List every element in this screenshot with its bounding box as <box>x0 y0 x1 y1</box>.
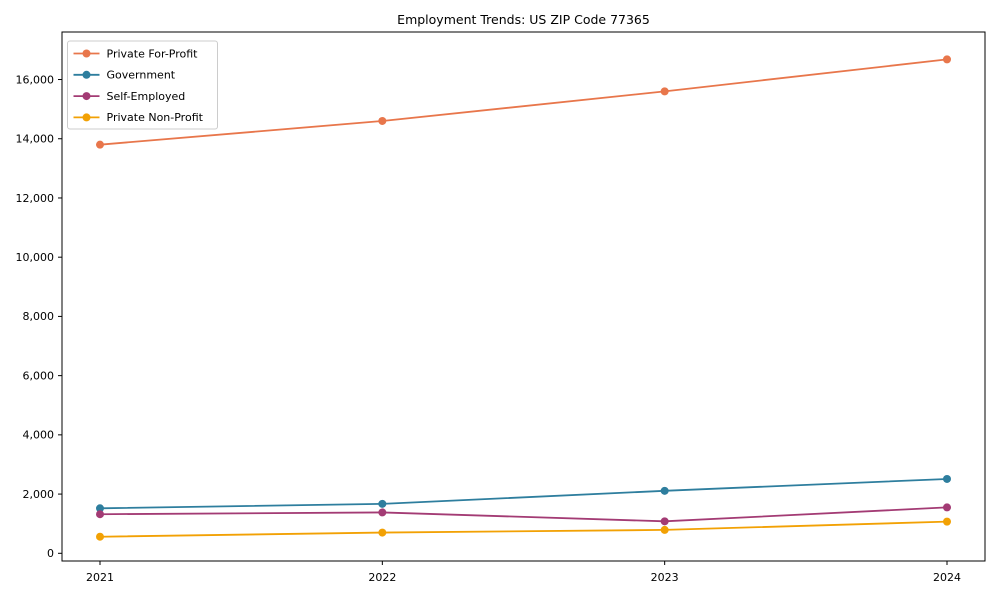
data-point-government-2024 <box>943 474 951 483</box>
legend-item-self-employed: Self-Employed <box>73 90 186 103</box>
data-point-private-non-profit-2021 <box>96 532 104 541</box>
data-point-private-for-profit-2023 <box>660 87 669 96</box>
legend-box <box>67 40 218 130</box>
data-point-government-2021 <box>96 504 104 513</box>
series-line-government <box>99 478 948 510</box>
y-axis-tick-label: 2,000 <box>23 488 55 501</box>
data-point-private-non-profit-2024 <box>943 517 951 526</box>
data-point-self-employed-2023 <box>660 517 669 526</box>
y-axis-tick-label: 0 <box>47 547 54 560</box>
data-point-government-2023 <box>660 486 669 495</box>
legend-item-government: Government <box>73 69 176 82</box>
legend-label: Self-Employed <box>107 90 186 103</box>
y-axis-tick-label: 4,000 <box>23 429 55 442</box>
y-axis-tick-label: 8,000 <box>23 310 55 323</box>
y-axis-tick-label: 12,000 <box>16 192 55 205</box>
x-axis-tick-label: 2022 <box>368 571 396 584</box>
legend-item-private-non-profit: Private Non-Profit <box>73 111 204 124</box>
series-line-self-employed <box>99 506 948 523</box>
y-axis-tick-label: 14,000 <box>16 133 55 146</box>
legend-swatch-marker <box>82 49 91 58</box>
legend-label: Private For-Profit <box>107 47 199 60</box>
legend-label: Government <box>107 69 176 82</box>
data-point-private-for-profit-2021 <box>96 140 104 149</box>
data-point-government-2022 <box>378 499 387 508</box>
data-point-private-non-profit-2023 <box>660 525 669 534</box>
chart-title: Employment Trends: US ZIP Code 77365 <box>397 12 650 27</box>
y-axis-tick-label: 10,000 <box>16 251 55 264</box>
legend-item-private-for-profit: Private For-Profit <box>73 47 199 60</box>
data-point-self-employed-2021 <box>96 510 104 519</box>
x-axis-tick-label: 2021 <box>86 571 114 584</box>
y-axis-tick-label: 16,000 <box>16 73 55 86</box>
series-line-private-for-profit <box>99 58 948 146</box>
x-axis-tick-label: 2024 <box>933 571 961 584</box>
data-point-private-for-profit-2022 <box>378 116 387 125</box>
data-point-private-for-profit-2024 <box>943 55 951 64</box>
data-point-self-employed-2024 <box>943 503 951 512</box>
legend-swatch-marker <box>82 70 91 79</box>
legend-swatch-marker <box>82 92 91 101</box>
data-point-private-non-profit-2022 <box>378 528 387 537</box>
y-axis-tick-label: 6,000 <box>23 369 55 382</box>
plot-frame <box>61 31 986 562</box>
series-line-private-non-profit <box>99 520 948 538</box>
data-point-self-employed-2022 <box>378 508 387 517</box>
x-axis-tick-label: 2023 <box>651 571 679 584</box>
legend: Private For-Profit Government Self-Employe… <box>67 40 218 130</box>
legend-label: Private Non-Profit <box>107 111 204 124</box>
legend-swatch-marker <box>82 113 91 122</box>
